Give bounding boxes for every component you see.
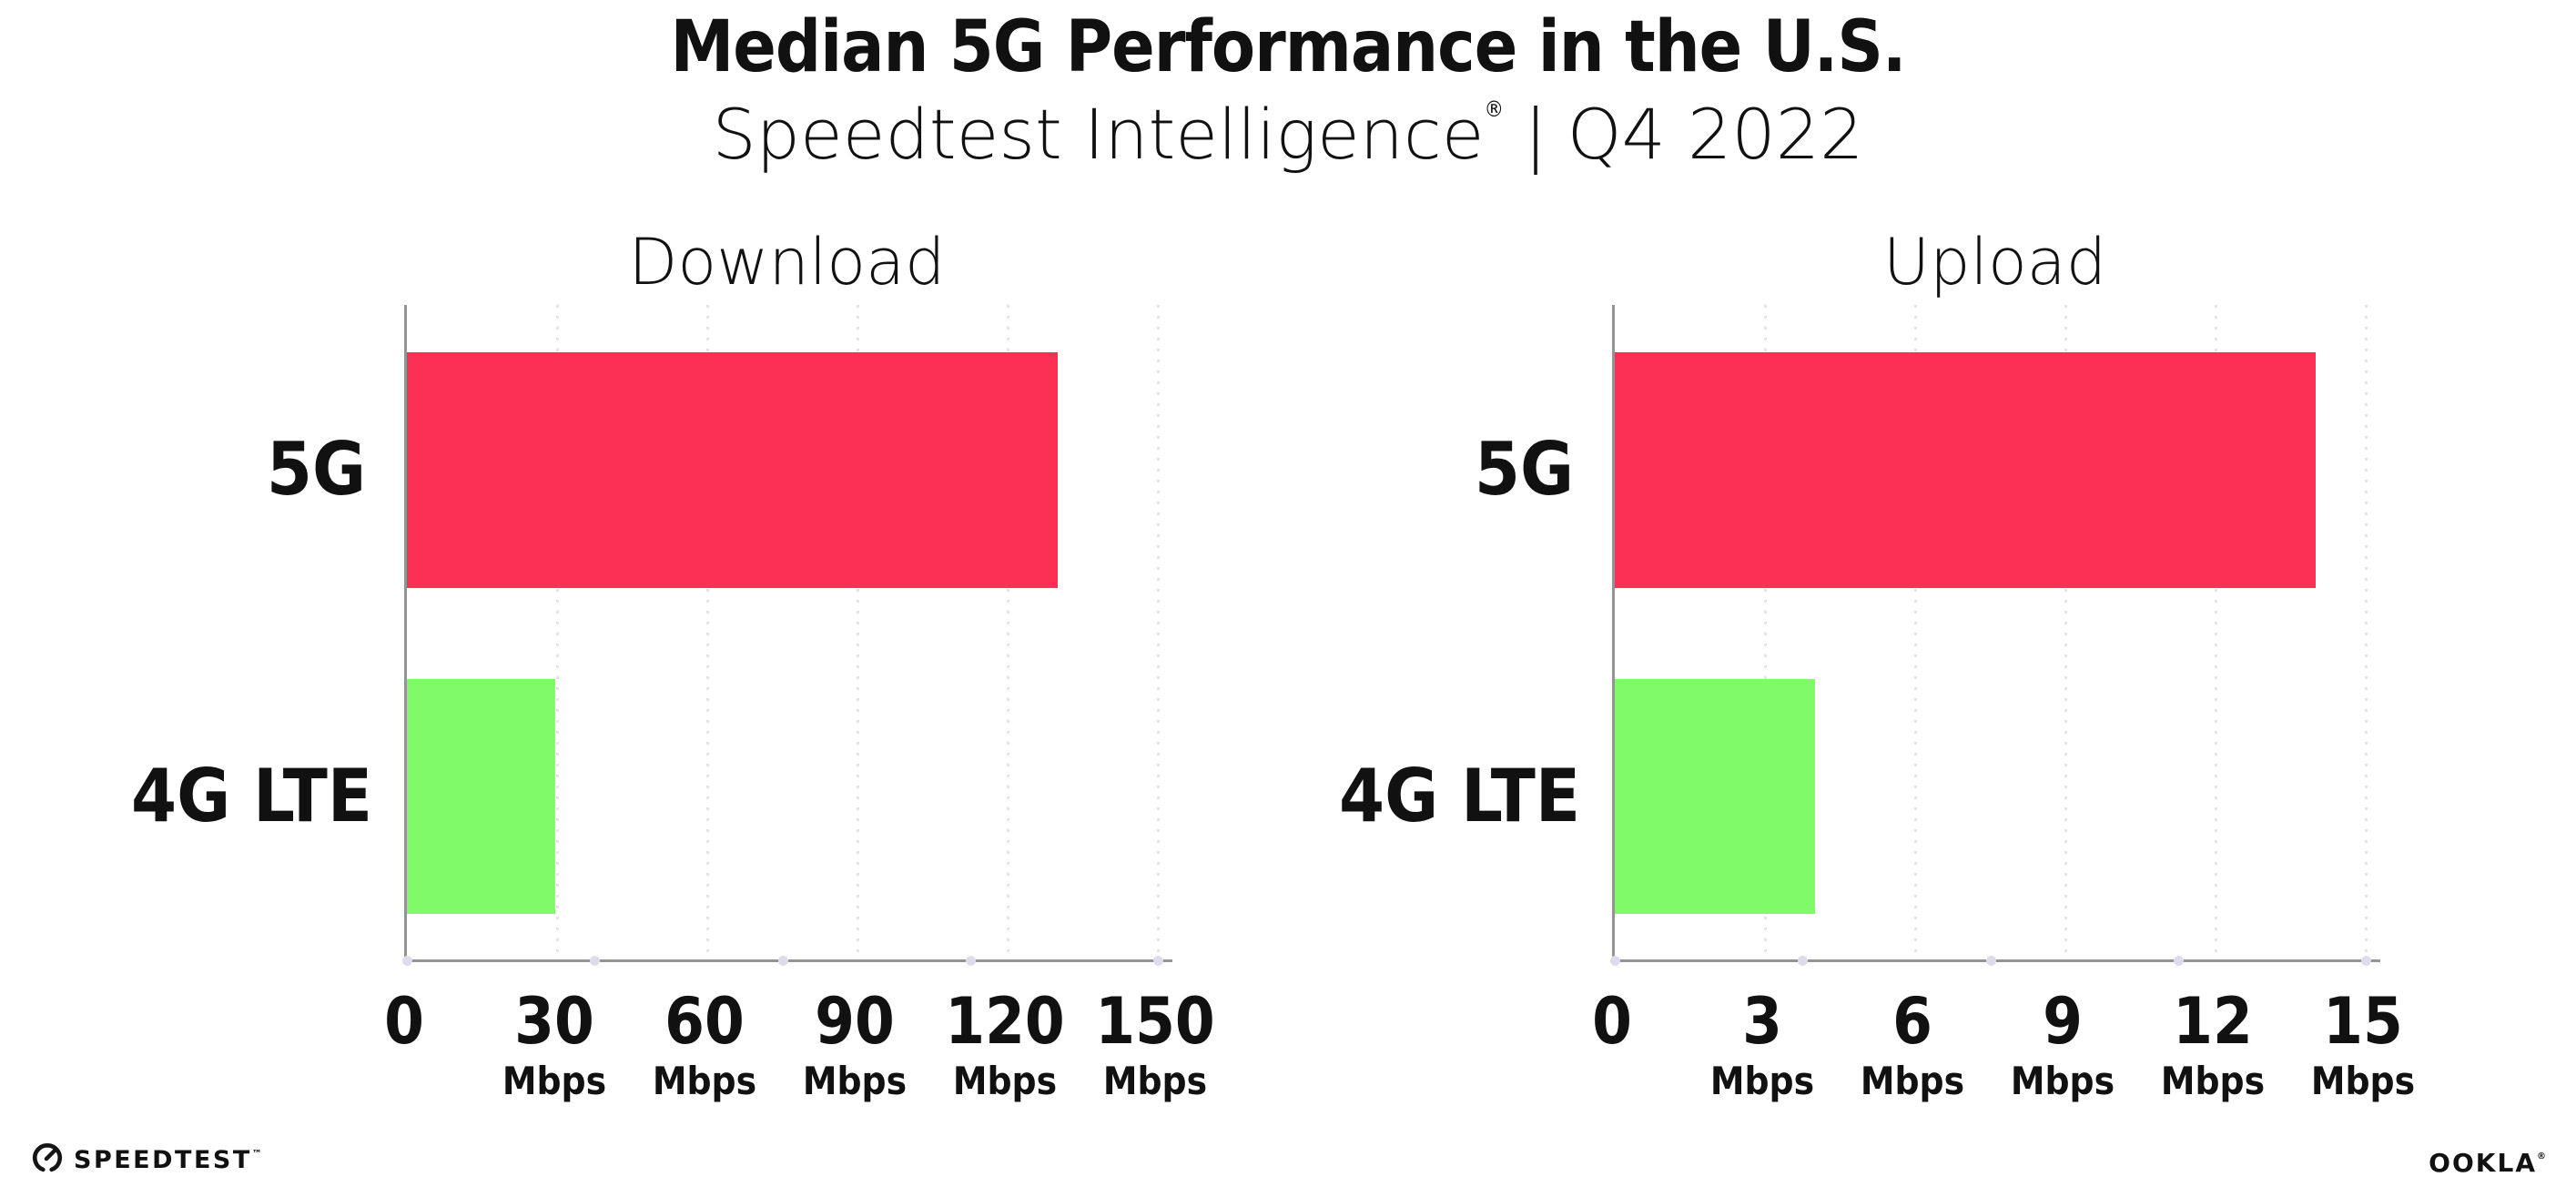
download-xtick-30: 30	[514, 984, 594, 1059]
download-gridline-120	[1007, 305, 1009, 959]
download-xtick-60: 60	[664, 984, 745, 1059]
download-gridline-150	[1157, 305, 1160, 959]
download-xtick-120: 120	[945, 984, 1065, 1059]
upload-xtick-15: 15	[2323, 984, 2403, 1059]
upload-xtick-9: 9	[2043, 984, 2083, 1059]
download-xtick-unit-120: Mbps	[952, 1059, 1058, 1103]
upload-xtick-unit-6: Mbps	[1860, 1059, 1965, 1103]
subtitle-separator: |	[1524, 94, 1547, 175]
upload-chart-title: Upload	[1882, 225, 2107, 299]
speedtest-wordmark: SPEEDTEST™	[74, 1138, 262, 1177]
upload-xtick-unit-15: Mbps	[2310, 1059, 2416, 1103]
download-xtick-unit-30: Mbps	[502, 1059, 607, 1103]
upload-axis-dot	[1798, 956, 1809, 966]
download-axis-dot	[402, 956, 412, 966]
download-xtick-150: 150	[1095, 984, 1215, 1059]
speedtest-logo: SPEEDTEST™	[30, 1138, 262, 1177]
ookla-registered-mark: ®	[2537, 1151, 2546, 1161]
upload-axis-dot	[2361, 956, 2371, 966]
speedtest-gauge-icon	[33, 1142, 62, 1172]
download-bar-5g	[407, 352, 1058, 588]
download-axis-dot	[965, 956, 976, 966]
download-gridline-30	[556, 305, 559, 959]
upload-bar-5g	[1615, 352, 2316, 588]
upload-chart-panel: Upload 5G 4G LTE 0 3 Mbps 6 Mbps 9 Mbps 12 Mbps 15 M…	[1339, 230, 2415, 1101]
upload-axis-dot	[1610, 956, 1620, 966]
download-chart-title: Download	[628, 225, 946, 299]
download-axis-dot	[1153, 956, 1163, 966]
subtitle-brand: Speedtest Intelligence	[712, 94, 1485, 175]
download-xtick-0: 0	[384, 984, 424, 1059]
download-axis-dot	[590, 956, 601, 966]
upload-xtick-3: 3	[1742, 984, 1782, 1059]
download-chart-panel: Download 5G 4G LTE 0 30 Mbps 60 Mbps 90 Mbps 120 M…	[131, 230, 1215, 1101]
upload-xtick-unit-12: Mbps	[2160, 1059, 2266, 1103]
upload-gridline-3	[1764, 305, 1767, 959]
ookla-wordmark-text: OOKLA	[2429, 1148, 2537, 1178]
download-xtick-90: 90	[815, 984, 895, 1059]
download-category-label-4g-lte: 4G LTE	[131, 754, 373, 838]
speedtest-wordmark-text: SPEEDTEST	[74, 1146, 252, 1174]
upload-axis-dot	[1985, 956, 1996, 966]
upload-plot-area	[1610, 305, 2380, 966]
download-axis-dot	[777, 956, 788, 966]
download-xtick-unit-150: Mbps	[1102, 1059, 1208, 1103]
upload-category-label-5g: 5G	[1474, 427, 1574, 512]
download-xtick-unit-60: Mbps	[652, 1059, 757, 1103]
subtitle-period: Q4 2022	[1567, 94, 1864, 175]
upload-bar-4g-lte	[1615, 679, 1815, 914]
upload-xtick-12: 12	[2173, 984, 2253, 1059]
page-title: Median 5G Performance in the U.S.	[670, 6, 1906, 88]
upload-gridline-15	[2365, 305, 2368, 959]
download-gridline-60	[706, 305, 709, 959]
ookla-logo: OOKLA®	[2429, 1143, 2546, 1177]
registered-mark: ®	[1484, 96, 1505, 122]
page-subtitle: Speedtest Intelligence® | Q4 2022	[0, 95, 2576, 174]
upload-gridline-6	[1914, 305, 1917, 959]
download-bar-4g-lte	[407, 679, 555, 914]
upload-category-label-4g-lte: 4G LTE	[1339, 754, 1581, 838]
upload-xtick-unit-3: Mbps	[1709, 1059, 1815, 1103]
download-xtick-unit-90: Mbps	[802, 1059, 908, 1103]
upload-gridline-12	[2215, 305, 2217, 959]
upload-xtick-6: 6	[1892, 984, 1932, 1059]
upload-gridline-9	[2064, 305, 2067, 959]
speedtest-trademark-mark: ™	[251, 1148, 262, 1160]
download-plot-area	[402, 305, 1172, 966]
upload-xtick-0: 0	[1592, 984, 1632, 1059]
download-category-label-5g: 5G	[266, 427, 366, 512]
download-gridline-90	[857, 305, 859, 959]
upload-axis-dot	[2173, 956, 2184, 966]
upload-xtick-unit-9: Mbps	[2010, 1059, 2115, 1103]
